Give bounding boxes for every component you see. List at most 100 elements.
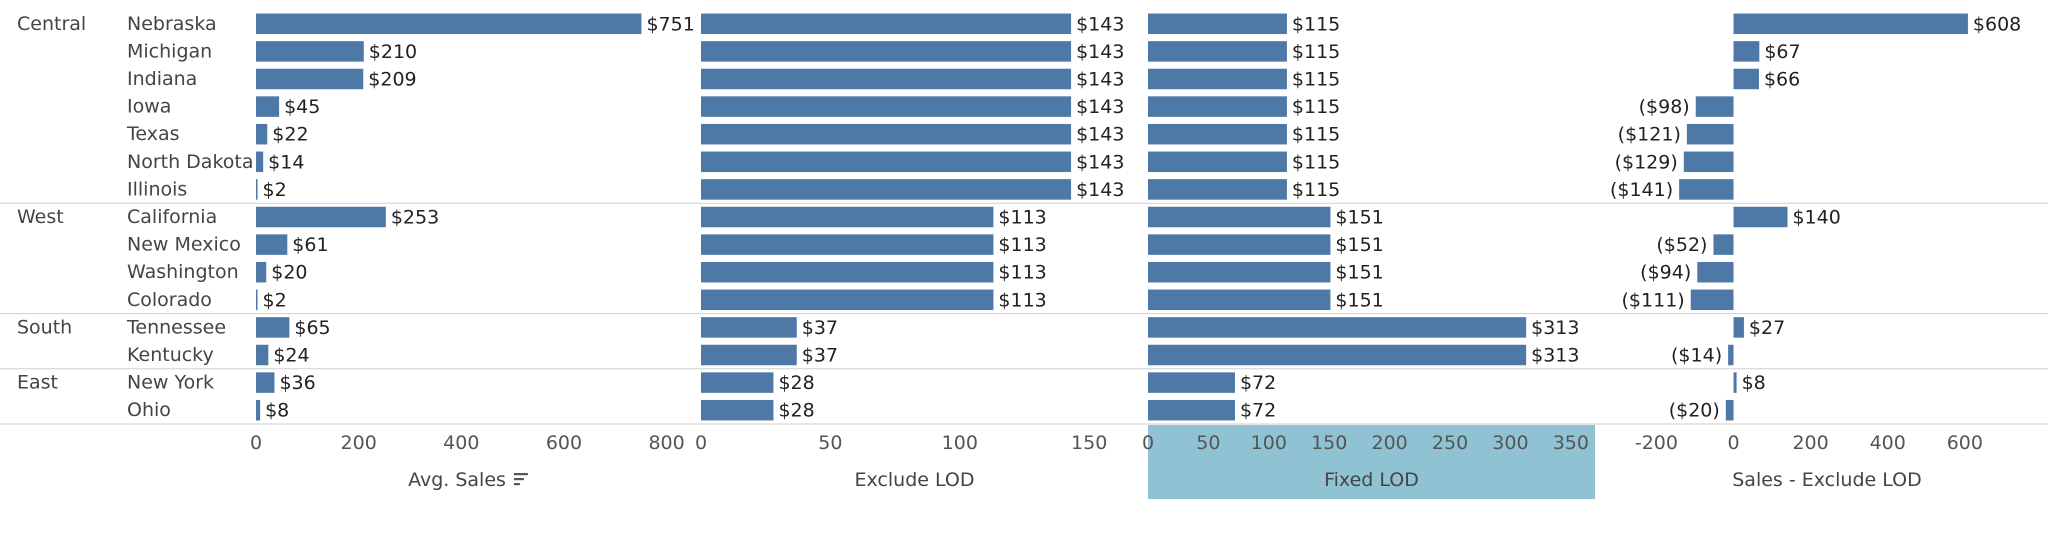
selected-axis-highlight[interactable]: [1148, 425, 1595, 499]
bar-exclude-lod-ohio[interactable]: [701, 399, 774, 421]
bar-sales-exclude-lod-nebraska[interactable]: [1733, 13, 1968, 35]
bar-fixed-lod-texas[interactable]: [1148, 123, 1287, 145]
panel-exclude-lod: $143 $143 $143 $143 $143 $143 $143 $113 $113 $113…: [695, 13, 1124, 491]
bar-fixed-lod-california[interactable]: [1148, 206, 1331, 228]
tick-label-sales-exclude-lod: 600: [1947, 432, 1983, 454]
bar-label-sales-exclude-lod-north-dakota: ($129): [1615, 151, 1678, 173]
bar-avg-sales-indiana[interactable]: [256, 68, 364, 90]
bar-exclude-lod-new-mexico[interactable]: [701, 234, 994, 255]
axis-title-exclude-lod[interactable]: Exclude LOD: [855, 469, 975, 491]
state-label-california[interactable]: California: [127, 206, 217, 228]
bar-fixed-lod-iowa[interactable]: [1148, 96, 1287, 117]
bar-label-avg-sales-california: $253: [391, 207, 439, 229]
bar-avg-sales-illinois[interactable]: [256, 179, 258, 200]
bar-avg-sales-michigan[interactable]: [256, 41, 364, 62]
state-label-texas[interactable]: Texas: [126, 123, 180, 145]
bar-avg-sales-nebraska[interactable]: [256, 13, 642, 35]
bar-sales-exclude-lod-kentucky[interactable]: [1728, 344, 1734, 366]
bar-fixed-lod-north-dakota[interactable]: [1148, 151, 1287, 173]
state-label-north-dakota[interactable]: North Dakota: [127, 151, 254, 173]
bar-exclude-lod-nebraska[interactable]: [701, 13, 1072, 35]
bar-avg-sales-tennessee[interactable]: [256, 317, 290, 338]
bar-label-fixed-lod-indiana: $115: [1292, 69, 1340, 91]
bar-sales-exclude-lod-new-york[interactable]: [1733, 372, 1737, 393]
bar-fixed-lod-nebraska[interactable]: [1148, 13, 1287, 35]
state-label-ohio[interactable]: Ohio: [127, 399, 171, 421]
bar-exclude-lod-washington[interactable]: [701, 261, 994, 283]
bar-sales-exclude-lod-ohio[interactable]: [1725, 399, 1734, 421]
bar-sales-exclude-lod-illinois[interactable]: [1679, 179, 1734, 200]
bar-avg-sales-kentucky[interactable]: [256, 344, 269, 366]
bar-exclude-lod-michigan[interactable]: [701, 41, 1072, 62]
tick-label-avg-sales: 200: [341, 432, 377, 454]
bar-exclude-lod-kentucky[interactable]: [701, 344, 797, 366]
bar-sales-exclude-lod-tennessee[interactable]: [1733, 317, 1744, 338]
bar-sales-exclude-lod-north-dakota[interactable]: [1683, 151, 1734, 173]
bar-avg-sales-north-dakota[interactable]: [256, 151, 264, 173]
bar-fixed-lod-illinois[interactable]: [1148, 179, 1287, 200]
bar-sales-exclude-lod-california[interactable]: [1733, 206, 1788, 228]
bar-exclude-lod-colorado[interactable]: [701, 289, 994, 311]
bar-avg-sales-iowa[interactable]: [256, 96, 280, 117]
bar-label-avg-sales-kentucky: $24: [273, 345, 309, 367]
tick-label-fixed-lod: 100: [1251, 432, 1287, 454]
bar-fixed-lod-ohio[interactable]: [1148, 399, 1235, 421]
bar-sales-exclude-lod-new-mexico[interactable]: [1713, 234, 1734, 255]
bar-exclude-lod-north-dakota[interactable]: [701, 151, 1072, 173]
bar-fixed-lod-new-york[interactable]: [1148, 372, 1235, 393]
bar-avg-sales-new-mexico[interactable]: [256, 234, 288, 255]
bar-avg-sales-washington[interactable]: [256, 261, 267, 283]
state-label-indiana[interactable]: Indiana: [127, 68, 197, 90]
region-label-east: East: [17, 372, 58, 394]
axis-title-sales-exclude-lod[interactable]: Sales - Exclude LOD: [1732, 469, 1921, 491]
state-label-tennessee[interactable]: Tennessee: [126, 316, 226, 338]
bar-avg-sales-ohio[interactable]: [256, 399, 261, 421]
bar-exclude-lod-indiana[interactable]: [701, 68, 1072, 90]
bar-fixed-lod-tennessee[interactable]: [1148, 317, 1527, 338]
bar-label-exclude-lod-new-mexico: $113: [998, 234, 1046, 256]
bar-exclude-lod-california[interactable]: [701, 206, 994, 228]
bar-avg-sales-texas[interactable]: [256, 123, 268, 145]
bar-fixed-lod-washington[interactable]: [1148, 261, 1331, 283]
tick-label-fixed-lod: 50: [1196, 432, 1220, 454]
bar-label-sales-exclude-lod-texas: ($121): [1618, 124, 1681, 146]
bar-sales-exclude-lod-colorado[interactable]: [1690, 289, 1734, 311]
bar-exclude-lod-texas[interactable]: [701, 123, 1072, 145]
bar-fixed-lod-kentucky[interactable]: [1148, 344, 1527, 366]
bar-label-exclude-lod-washington: $113: [998, 262, 1046, 284]
bar-fixed-lod-new-mexico[interactable]: [1148, 234, 1331, 255]
bar-exclude-lod-illinois[interactable]: [701, 179, 1072, 200]
axis-title-avg-sales[interactable]: Avg. Sales: [408, 469, 506, 491]
state-label-colorado[interactable]: Colorado: [127, 289, 212, 311]
bar-label-avg-sales-iowa: $45: [284, 96, 320, 118]
state-label-kentucky[interactable]: Kentucky: [127, 344, 214, 366]
state-label-nebraska[interactable]: Nebraska: [127, 13, 217, 35]
bar-avg-sales-california[interactable]: [256, 206, 386, 228]
bar-avg-sales-new-york[interactable]: [256, 372, 275, 393]
bar-exclude-lod-iowa[interactable]: [701, 96, 1072, 117]
bar-avg-sales-colorado[interactable]: [256, 289, 258, 311]
bar-sales-exclude-lod-washington[interactable]: [1697, 261, 1734, 283]
bar-label-avg-sales-nebraska: $751: [646, 13, 694, 35]
state-label-michigan[interactable]: Michigan: [127, 40, 212, 62]
state-label-illinois[interactable]: Illinois: [127, 178, 187, 200]
bar-exclude-lod-new-york[interactable]: [701, 372, 774, 393]
sort-descending-icon[interactable]: [513, 473, 528, 486]
bar-sales-exclude-lod-iowa[interactable]: [1695, 96, 1734, 117]
bar-fixed-lod-colorado[interactable]: [1148, 289, 1331, 311]
bar-sales-exclude-lod-texas[interactable]: [1686, 123, 1734, 145]
axis-title-fixed-lod[interactable]: Fixed LOD: [1324, 469, 1419, 491]
state-label-new-york[interactable]: New York: [127, 372, 214, 394]
bar-fixed-lod-indiana[interactable]: [1148, 68, 1287, 90]
state-label-iowa[interactable]: Iowa: [127, 96, 171, 118]
state-label-new-mexico[interactable]: New Mexico: [127, 234, 241, 256]
bar-sales-exclude-lod-indiana[interactable]: [1733, 68, 1759, 90]
bar-label-fixed-lod-colorado: $151: [1335, 289, 1383, 311]
panel-avg-sales: $751 $210 $209 $45 $22 $14 $2 $253 $61 $20 $2 $65 $2…: [250, 13, 695, 491]
bar-fixed-lod-michigan[interactable]: [1148, 41, 1287, 62]
bar-label-sales-exclude-lod-ohio: ($20): [1669, 400, 1720, 422]
bar-exclude-lod-tennessee[interactable]: [701, 317, 797, 338]
bar-sales-exclude-lod-michigan[interactable]: [1733, 41, 1760, 62]
bar-label-sales-exclude-lod-iowa: ($98): [1639, 96, 1690, 118]
state-label-washington[interactable]: Washington: [127, 261, 239, 283]
